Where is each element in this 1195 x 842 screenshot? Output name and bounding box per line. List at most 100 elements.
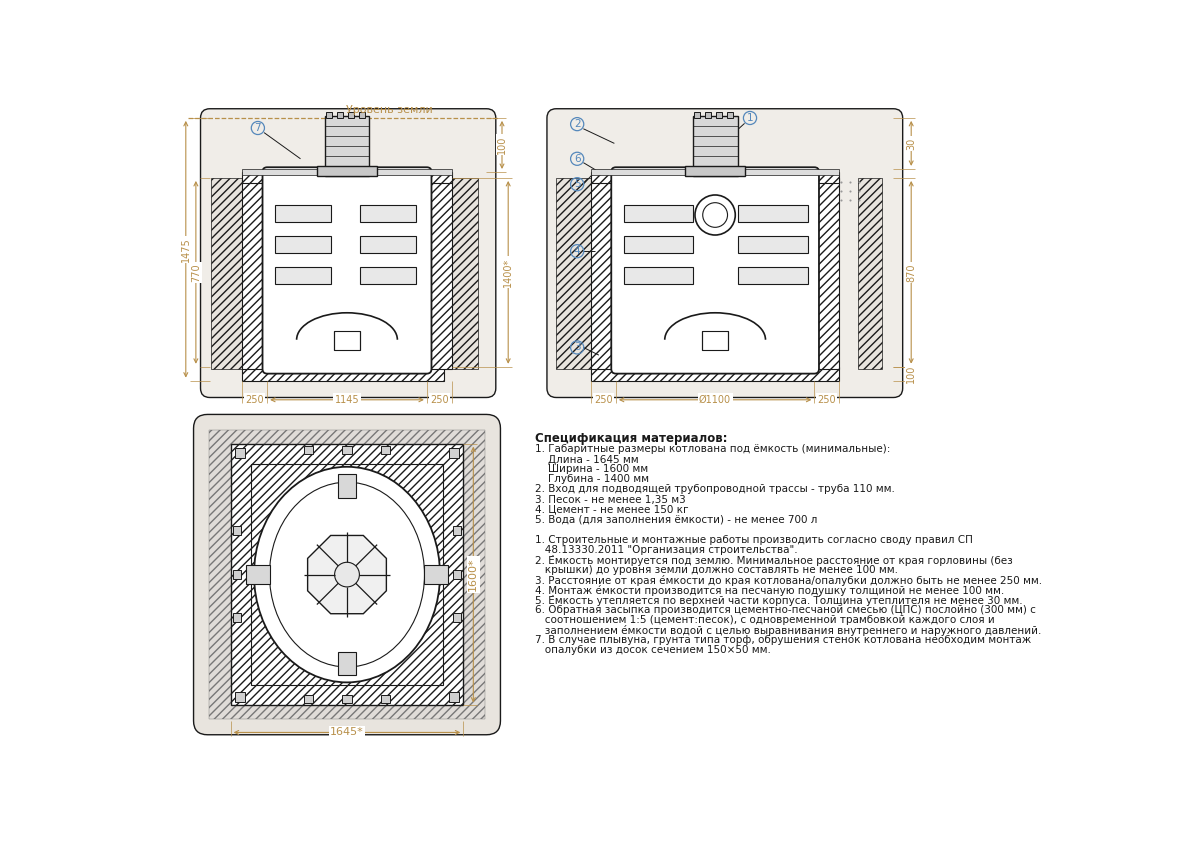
Text: 5. Е́мкость утепляется по верхней части корпуса. Толщина утеплителя не менее 30 : 5. Е́мкость утепляется по верхней части …	[535, 594, 1023, 605]
Ellipse shape	[255, 466, 440, 682]
Bar	[592, 366, 839, 381]
Text: 870: 870	[906, 263, 917, 281]
Bar	[325, 116, 369, 177]
Bar	[814, 178, 839, 369]
Bar	[342, 446, 351, 454]
Bar	[360, 236, 416, 253]
Text: Ширина - 1600 мм: Ширина - 1600 мм	[535, 465, 649, 475]
Polygon shape	[424, 565, 448, 584]
Bar	[233, 526, 241, 536]
Text: 7: 7	[255, 123, 262, 133]
Bar	[716, 112, 722, 118]
Bar	[243, 366, 443, 381]
Bar	[685, 167, 746, 176]
Text: 2. Е́мкость монтируется под землю. Минимальное расстояние от края горловины (без: 2. Е́мкость монтируется под землю. Миним…	[535, 555, 1013, 566]
Bar	[360, 267, 416, 284]
Bar	[317, 167, 378, 176]
Bar	[694, 112, 700, 118]
Text: 7. В случае плывуна, грунта типа торф, обрушения стенок котлована необходим монт: 7. В случае плывуна, грунта типа торф, о…	[535, 635, 1031, 645]
Bar	[304, 695, 313, 703]
Text: 1600*: 1600*	[468, 557, 478, 591]
Bar	[348, 112, 354, 118]
Bar	[624, 236, 693, 253]
Text: 6: 6	[574, 154, 581, 164]
Text: 250: 250	[245, 395, 264, 405]
Text: 250: 250	[817, 395, 836, 405]
Text: Уровень земли: Уровень земли	[347, 105, 433, 115]
Bar	[739, 267, 808, 284]
Bar	[233, 570, 241, 579]
Bar	[624, 267, 693, 284]
Bar	[705, 112, 711, 118]
Bar	[592, 178, 615, 369]
Bar	[234, 691, 245, 701]
Text: 1400*: 1400*	[503, 258, 513, 287]
Bar	[209, 429, 485, 719]
FancyBboxPatch shape	[263, 168, 431, 374]
Text: 1475: 1475	[180, 237, 191, 262]
Bar	[212, 178, 247, 369]
Bar	[275, 205, 331, 222]
Polygon shape	[307, 536, 386, 614]
Text: 4. Монтаж е́мкости производится на песчаную подушку толщиной не менее 100 мм.: 4. Монтаж е́мкости производится на песча…	[535, 584, 1005, 595]
Bar	[251, 464, 443, 685]
Bar	[381, 446, 391, 454]
Bar	[592, 172, 839, 183]
Bar	[337, 112, 343, 118]
Circle shape	[335, 562, 360, 587]
Ellipse shape	[270, 482, 424, 667]
Bar	[739, 205, 808, 222]
Bar	[727, 112, 733, 118]
Text: 1145: 1145	[335, 395, 360, 405]
Bar	[360, 205, 416, 222]
Text: 5: 5	[574, 179, 581, 189]
Bar	[449, 448, 459, 457]
Bar	[449, 691, 459, 701]
FancyBboxPatch shape	[201, 109, 496, 397]
Polygon shape	[338, 475, 356, 498]
Bar	[234, 448, 245, 457]
Bar	[592, 168, 839, 175]
Bar	[243, 168, 452, 175]
FancyBboxPatch shape	[547, 109, 902, 397]
Bar	[275, 236, 331, 253]
Text: 6. Обратная засыпка производится цементно-песчаной смесью (ЦПС) послойно (300 мм: 6. Обратная засыпка производится цементн…	[535, 605, 1036, 615]
Bar	[342, 695, 351, 703]
Bar	[556, 178, 592, 369]
Text: 250: 250	[594, 395, 613, 405]
Bar	[427, 178, 452, 369]
Text: 30: 30	[906, 137, 917, 150]
Bar	[233, 613, 241, 622]
Bar	[440, 178, 478, 369]
Bar	[243, 178, 268, 369]
Text: 48.13330.2011 "Организация строительства".: 48.13330.2011 "Организация строительства…	[535, 545, 798, 555]
Bar	[453, 613, 461, 622]
Bar	[275, 267, 331, 284]
Text: Ø1100: Ø1100	[699, 395, 731, 405]
Text: 100: 100	[497, 136, 507, 154]
Text: 4. Цемент - не менее 150 кг: 4. Цемент - не менее 150 кг	[535, 504, 688, 514]
Text: 250: 250	[430, 395, 448, 405]
Bar	[453, 570, 461, 579]
Text: Длина - 1645 мм: Длина - 1645 мм	[535, 455, 639, 465]
Bar	[304, 446, 313, 454]
Text: 5. Вода (для заполнения ёмкости) - не менее 700 л: 5. Вода (для заполнения ёмкости) - не ме…	[535, 514, 817, 525]
Polygon shape	[246, 565, 270, 584]
Text: 100: 100	[906, 365, 917, 383]
Bar	[858, 178, 882, 369]
Bar	[701, 331, 728, 349]
Text: 2: 2	[574, 119, 581, 129]
Text: Спецификация материалов:: Спецификация материалов:	[535, 432, 728, 445]
FancyBboxPatch shape	[612, 168, 819, 374]
Bar	[693, 116, 737, 177]
Text: опалубки из досок сечением 150×50 мм.: опалубки из досок сечением 150×50 мм.	[535, 645, 771, 655]
Text: Глубина - 1400 мм: Глубина - 1400 мм	[535, 475, 649, 484]
Text: заполнением е́мкости водой с целью выравнивания внутреннего и наружного давлений: заполнением е́мкости водой с целью вырав…	[535, 625, 1042, 636]
Bar	[381, 695, 391, 703]
Text: крышки) до уровня земли должно составлять не менее 100 мм.: крышки) до уровня земли должно составлят…	[535, 565, 899, 574]
Text: 770: 770	[191, 263, 201, 282]
Text: 1. Строительные и монтажные работы производить согласно своду правил СП: 1. Строительные и монтажные работы произ…	[535, 535, 973, 545]
Text: 1. Габаритные размеры котлована под ёмкость (минимальные):: 1. Габаритные размеры котлована под ёмко…	[535, 445, 890, 455]
Text: 1645*: 1645*	[330, 727, 363, 738]
Polygon shape	[338, 652, 356, 674]
